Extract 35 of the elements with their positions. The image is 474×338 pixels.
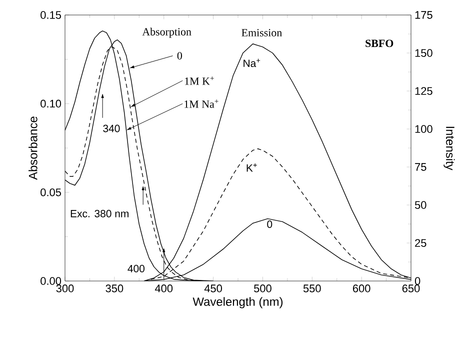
annotation: Absorption [142,28,192,38]
annotation: Emission [242,29,282,36]
annotation: SBFO [366,40,394,48]
annotation: 340 [103,124,120,132]
annotation: K$^{+}$ [246,163,257,172]
y2-tick-label: 150 [415,49,432,57]
x-tick-label: 650 [402,284,420,292]
y2-tick-label: 0 [414,277,420,285]
annotation: 1M K$^{+}$ [185,76,214,85]
y2-tick-label: 100 [415,125,432,133]
y2-tick-label: 75 [415,163,426,171]
x-axis-title: Wavelength (nm) [192,297,283,308]
annotation: 400 [128,264,144,272]
annotation: 0 [177,52,182,60]
y2-tick-label: 125 [415,87,432,95]
x-tick-label: 300 [56,284,74,292]
x-tick-label: 350 [106,284,124,292]
y2-axis-title: Intensity [444,126,455,170]
y-tick-label: 0.05 [40,188,62,196]
x-tick-label: 600 [352,284,370,292]
x-tick-label: 450 [204,284,222,292]
x-tick-label: 500 [254,284,272,292]
y2-tick-label: 50 [414,201,426,209]
y2-tick-label: 25 [415,239,426,247]
x-tick-label: 550 [303,284,321,292]
y2-tick-label: 175 [415,11,432,19]
annotation: 0 [267,220,272,228]
y-tick-label: 0.00 [40,277,62,285]
y-tick-label: 0.10 [40,100,62,108]
y-axis-title: Absorbance [28,116,38,180]
annotation: 1M Na$^{+}$ [184,99,218,108]
y-tick-label: 0.15 [40,11,62,19]
x-tick-label: 400 [154,284,173,292]
annotation: Exc. 380 nm [70,210,128,218]
annotation: Na$^{+}$ [244,58,260,68]
